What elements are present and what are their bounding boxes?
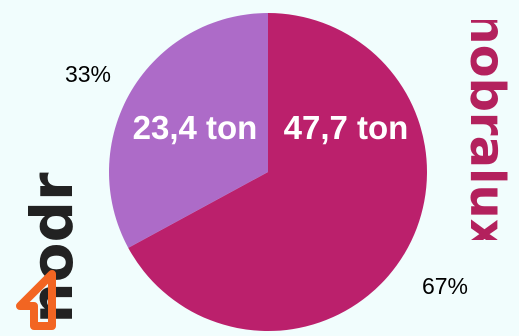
nodr-logo: nodr <box>16 172 86 330</box>
nobralux-wordmark: nobralux <box>459 20 513 240</box>
pie-slices <box>109 13 428 331</box>
percent-label-0: 67% <box>422 273 468 299</box>
pie-slice-0 <box>128 13 428 331</box>
nobralux-logo: nobralux <box>459 20 513 240</box>
value-label-1: 23,4 ton <box>133 109 258 146</box>
value-label-0: 47,7 ton <box>284 109 409 146</box>
pie-slice-1 <box>109 13 268 248</box>
nobralux-logo-text: nobralux <box>459 20 513 240</box>
percent-label-1: 33% <box>65 61 111 87</box>
pie-labels: 47,7 ton 23,4 ton 67% 33% <box>65 61 468 299</box>
arrow-icon <box>16 270 56 330</box>
